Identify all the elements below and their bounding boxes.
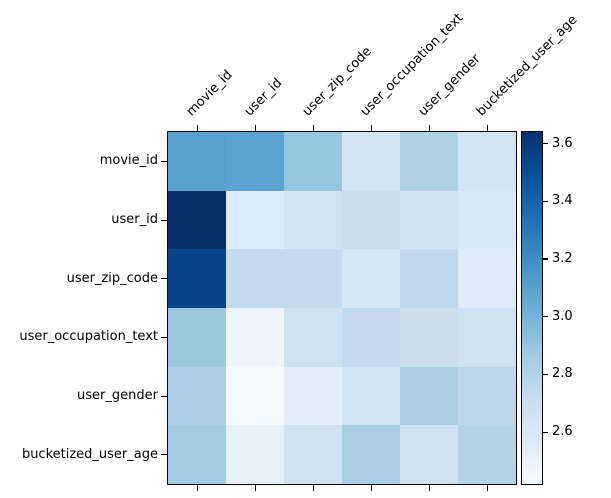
colorbar [521,131,543,485]
x-tick-bottom [254,485,256,491]
heatmap-cell [168,425,226,484]
y-tick [161,219,167,221]
heatmap-cell [226,249,284,308]
heatmap-cell [226,425,284,484]
heatmap-cell [458,190,516,250]
colorbar-tick-label: 2.6 [552,424,573,440]
y-tick [161,160,167,163]
heatmap-cell [400,366,458,426]
x-tick-label: movie_id [183,67,236,120]
x-tick-top [312,125,314,131]
colorbar-tick [543,258,548,260]
heatmap-cell [284,190,342,250]
colorbar-tick [543,200,548,202]
x-tick-label: user_id [241,75,286,120]
heatmap-cell [400,190,458,250]
heatmap-cell [342,249,400,308]
heatmap-cell [342,308,400,367]
heatmap-cell [342,425,400,484]
heatmap-cell [284,249,342,308]
x-tick-label: user_occupation_text [357,10,467,120]
heatmap-cell [458,132,516,191]
y-tick [161,336,167,339]
y-tick [161,454,167,456]
heatmap-cell [342,190,400,250]
heatmap-cell [284,308,342,367]
heatmap-cell [226,132,284,191]
heatmap-cell [168,308,226,367]
heatmap-cell [458,249,516,308]
heatmap-cell [400,249,458,308]
x-tick-top [254,125,256,131]
x-tick-top [196,125,198,131]
heatmap-cell [168,249,226,308]
colorbar-tick [543,373,548,376]
heatmap-cell [284,425,342,484]
y-tick [161,278,167,280]
heatmap-cell [226,190,284,250]
colorbar-tick-label: 3.2 [552,250,573,266]
heatmap-plot [167,131,517,485]
heatmap-cell [342,132,400,191]
x-tick-bottom [196,485,198,491]
colorbar-tick-label: 3.6 [552,135,573,151]
colorbar-tick [543,143,548,145]
heatmap-cell [168,366,226,426]
x-tick-bottom [370,485,372,491]
x-tick-top [486,125,488,131]
y-tick [161,395,167,397]
y-tick-label: bucketized_user_age [21,446,158,462]
y-tick-label: user_zip_code [66,270,158,286]
heatmap-cell [226,308,284,367]
x-tick-top [428,125,430,131]
y-tick-label: user_occupation_text [19,329,158,345]
heatmap-cell [226,366,284,426]
colorbar-tick [543,316,548,318]
heatmap-cell [400,132,458,191]
colorbar-tick [543,431,548,433]
x-tick-bottom [428,485,430,491]
heatmap-cell [400,308,458,367]
heatmap-cell [168,190,226,250]
x-tick-top [370,125,372,131]
heatmap-cell [458,366,516,426]
x-tick-label: bucketized_user_age [473,12,581,120]
heatmap-cell [168,132,226,191]
colorbar-tick-label: 3.4 [552,193,573,209]
heatmap-cell [458,425,516,484]
y-tick-label: movie_id [99,153,158,169]
heatmap-cell [342,366,400,426]
y-tick-label: user_gender [77,388,158,403]
x-tick-bottom [312,485,314,491]
colorbar-tick-label: 2.8 [552,366,573,382]
heatmap-cell [400,425,458,484]
heatmap-cell [458,308,516,367]
heatmap-cell [284,132,342,191]
y-tick-label: user_id [111,212,158,227]
x-tick-bottom [486,485,488,491]
colorbar-tick-label: 3.0 [552,308,573,324]
heatmap-cell [284,366,342,426]
